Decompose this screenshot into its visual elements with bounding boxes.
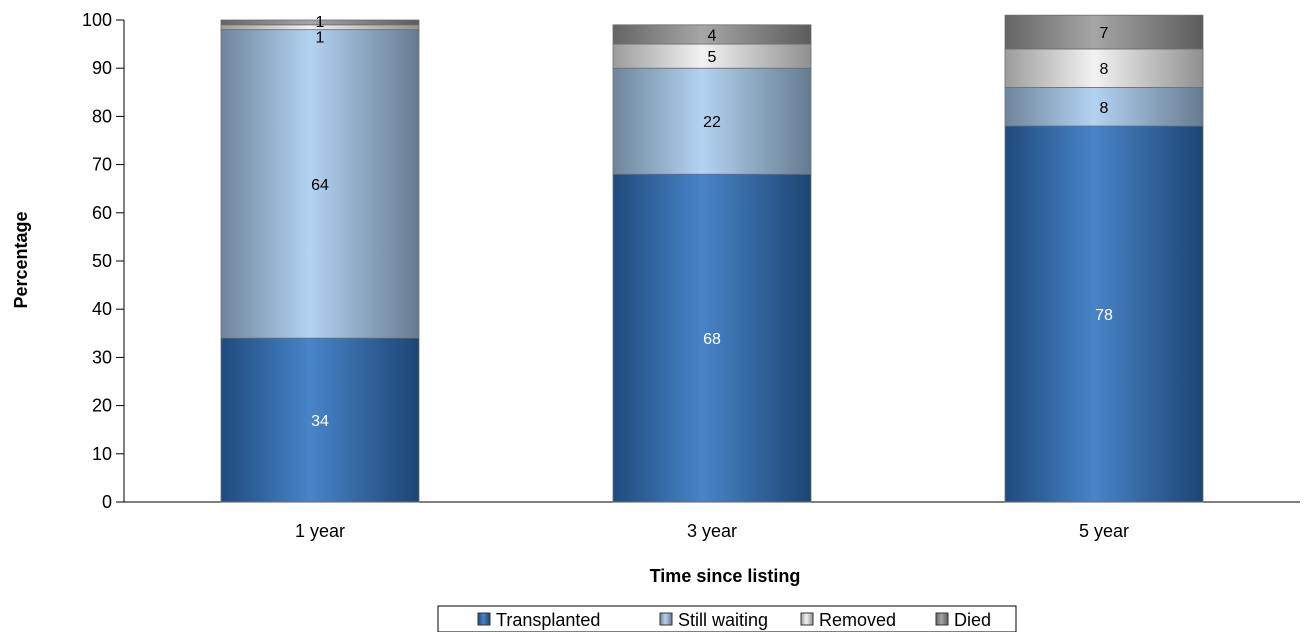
legend-swatch — [800, 612, 814, 626]
bar-segment — [612, 43, 812, 69]
bars — [220, 14, 1204, 503]
data-label: 64 — [311, 177, 329, 194]
y-tick-label: 70 — [92, 155, 112, 175]
data-label: 5 — [708, 49, 717, 66]
bar-segment — [612, 67, 812, 175]
legend: Transplanted Still waiting Removed Died — [437, 605, 1017, 632]
y-tick-label: 90 — [92, 58, 112, 78]
x-tick-label: 1 year — [295, 521, 345, 541]
y-tick-label: 80 — [92, 106, 112, 126]
y-tick-label: 50 — [92, 251, 112, 271]
bar-segment — [1004, 48, 1204, 88]
x-axis-title: Time since listing — [650, 566, 801, 586]
y-tick-label: 10 — [92, 444, 112, 464]
data-label: 68 — [703, 331, 721, 348]
bar-segment — [612, 24, 812, 45]
y-tick-label: 100 — [82, 10, 112, 30]
bar-segment — [220, 19, 420, 26]
x-tick-label: 3 year — [687, 521, 737, 541]
data-label: 4 — [708, 27, 717, 44]
data-label: 22 — [703, 114, 721, 131]
y-tick-label: 30 — [92, 347, 112, 367]
data-label: 1 — [316, 29, 325, 46]
y-axis: 0 10 20 30 40 50 60 70 80 90 100 — [82, 10, 125, 512]
legend-swatch — [659, 612, 673, 626]
y-tick-label: 60 — [92, 203, 112, 223]
x-axis: 1 year 3 year 5 year — [124, 501, 1300, 541]
legend-label: Still waiting — [678, 610, 768, 630]
bar-segment — [1004, 14, 1204, 50]
data-label: 34 — [311, 413, 329, 430]
x-tick-label: 5 year — [1079, 521, 1129, 541]
bar-segment — [612, 173, 812, 503]
bar-segment — [220, 337, 420, 503]
data-label: 1 — [316, 14, 325, 31]
bar-segment — [220, 29, 420, 339]
legend-swatch — [477, 612, 491, 626]
data-label: 7 — [1100, 25, 1109, 42]
legend-swatch — [935, 612, 949, 626]
data-labels: 34 64 11 68 22 5 4 78 8 8 7 — [311, 14, 1113, 430]
y-tick-label: 0 — [102, 492, 112, 512]
legend-label: Removed — [819, 610, 896, 630]
bar-segment — [1004, 87, 1204, 127]
y-axis-title: Percentage — [11, 211, 31, 308]
legend-box — [437, 605, 1017, 632]
data-label: 8 — [1100, 61, 1109, 78]
y-tick-label: 40 — [92, 299, 112, 319]
data-label: 8 — [1100, 100, 1109, 117]
legend-label: Transplanted — [496, 610, 600, 630]
y-tick-label: 20 — [92, 396, 112, 416]
legend-label: Died — [954, 610, 991, 630]
data-label: 78 — [1095, 307, 1113, 324]
